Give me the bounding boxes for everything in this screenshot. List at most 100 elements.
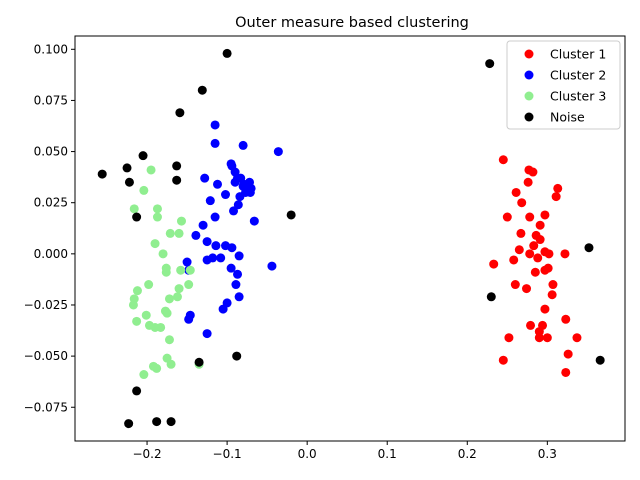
data-point (172, 292, 182, 302)
data-point (166, 417, 176, 427)
x-axis: −0.2 −0.1 0.0 0.1 0.2 0.3 (132, 441, 557, 461)
data-point (222, 298, 232, 308)
x-tick-label: −0.2 (132, 447, 161, 461)
data-point (184, 314, 194, 324)
data-point (164, 294, 174, 304)
chart-title: Outer measure based clustering (235, 15, 469, 31)
data-point (238, 140, 248, 150)
data-point (132, 212, 142, 222)
legend-marker (524, 49, 534, 59)
legend-label: Noise (550, 110, 585, 125)
legend-label: Cluster 2 (550, 68, 606, 83)
data-point (202, 237, 212, 247)
data-point (551, 192, 561, 202)
data-point (175, 108, 185, 118)
y-tick-label: 0.025 (34, 196, 68, 210)
data-point (231, 280, 241, 290)
data-point (124, 419, 134, 429)
legend-box (506, 40, 621, 130)
y-tick-label: 0.100 (34, 42, 68, 56)
data-point (522, 284, 532, 294)
data-point (146, 165, 156, 175)
data-point (197, 85, 207, 95)
data-point (572, 333, 582, 343)
data-point (141, 310, 151, 320)
x-tick-label: 0.0 (298, 447, 317, 461)
data-point (202, 329, 212, 339)
data-point (528, 167, 538, 177)
plot-frame (74, 35, 626, 442)
data-point (211, 241, 221, 251)
data-point (162, 308, 172, 318)
data-point (182, 257, 192, 267)
series-cluster-1 (489, 155, 582, 377)
data-point (139, 370, 149, 380)
data-point (128, 300, 138, 310)
data-point (516, 228, 526, 238)
data-point (176, 265, 186, 275)
data-point (202, 255, 212, 265)
data-point (286, 210, 296, 220)
data-point (172, 175, 182, 185)
data-point (523, 177, 533, 187)
data-point (548, 280, 558, 290)
data-point (267, 261, 277, 271)
data-point (525, 212, 535, 222)
data-point (540, 304, 550, 314)
data-point (216, 253, 226, 263)
data-point (184, 280, 194, 290)
data-point (233, 269, 243, 279)
data-point (144, 280, 154, 290)
legend-label: Cluster 1 (550, 47, 606, 62)
y-tick-label: 0.000 (34, 247, 68, 261)
data-point (97, 169, 107, 179)
data-point (221, 190, 231, 200)
data-point (526, 320, 536, 330)
data-point (485, 59, 495, 69)
data-point (517, 198, 527, 208)
data-point (132, 386, 142, 396)
data-point (249, 216, 259, 226)
data-point (122, 163, 132, 173)
data-point (200, 173, 210, 183)
y-tick-label: −0.050 (24, 349, 68, 363)
data-point (164, 335, 174, 345)
data-point (511, 187, 521, 197)
y-axis: −0.075 −0.050 −0.025 0.000 0.025 0.050 0.075 0.… (24, 42, 75, 414)
data-point (544, 249, 554, 259)
data-point (232, 351, 242, 361)
data-point (498, 355, 508, 365)
data-point (174, 284, 184, 294)
data-point (514, 245, 524, 255)
data-point (152, 204, 162, 214)
data-point (529, 241, 539, 251)
data-point (222, 48, 232, 58)
legend-label: Cluster 3 (550, 89, 606, 104)
legend-marker (524, 70, 534, 80)
data-point (595, 355, 605, 365)
data-point (540, 210, 550, 220)
data-point (542, 333, 552, 343)
data-point (489, 259, 499, 269)
data-point (152, 417, 162, 427)
data-point (166, 359, 176, 369)
series-cluster-2 (182, 120, 283, 339)
data-point (234, 251, 244, 261)
data-point (533, 253, 543, 263)
data-point (561, 314, 571, 324)
data-point (535, 235, 545, 245)
data-point (502, 212, 512, 222)
data-point (530, 267, 540, 277)
data-point (194, 357, 204, 367)
data-point (210, 120, 220, 130)
data-point (158, 249, 168, 259)
data-point (547, 290, 557, 300)
data-point (235, 192, 245, 202)
data-point (210, 138, 220, 148)
data-point (129, 204, 139, 214)
data-point (227, 243, 237, 253)
x-tick-label: 0.2 (458, 447, 477, 461)
data-point (165, 228, 175, 238)
data-point (198, 220, 208, 230)
